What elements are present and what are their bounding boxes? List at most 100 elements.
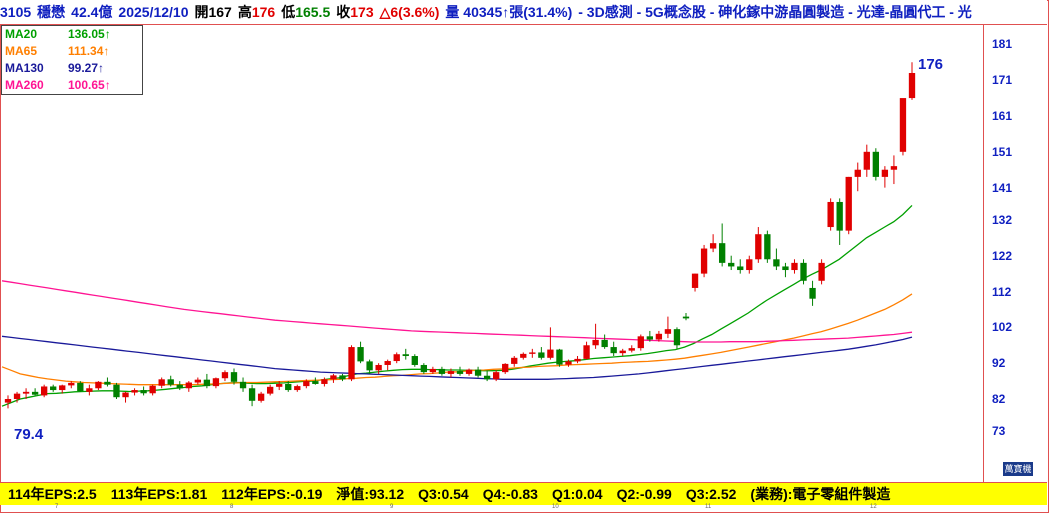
candle[interactable] [700, 244, 708, 278]
candle[interactable] [737, 259, 744, 274]
candle[interactable] [655, 330, 663, 342]
candle[interactable] [709, 234, 717, 253]
candle[interactable] [212, 377, 220, 389]
candle[interactable] [565, 359, 572, 367]
candle[interactable] [149, 384, 156, 396]
candle[interactable] [492, 370, 500, 382]
candle[interactable] [303, 379, 310, 389]
candle[interactable] [294, 384, 301, 392]
candle[interactable] [583, 341, 590, 360]
candle[interactable] [682, 313, 690, 321]
candle[interactable] [420, 363, 428, 374]
candle[interactable] [511, 356, 518, 367]
candle[interactable] [321, 377, 328, 387]
candle[interactable] [447, 368, 455, 378]
candle[interactable] [357, 341, 364, 364]
candle[interactable] [239, 377, 247, 392]
candle[interactable] [221, 370, 229, 382]
candle[interactable] [782, 262, 789, 278]
candle[interactable] [483, 370, 491, 382]
candle[interactable] [438, 366, 446, 376]
candle[interactable] [167, 375, 174, 387]
candle[interactable] [131, 388, 138, 396]
candle[interactable] [113, 382, 120, 400]
candle[interactable] [728, 255, 735, 271]
candle[interactable] [547, 327, 554, 360]
candle[interactable] [375, 363, 382, 374]
candle[interactable] [908, 62, 916, 100]
candle[interactable] [31, 388, 39, 396]
candle[interactable] [791, 259, 798, 274]
candle[interactable] [664, 316, 672, 339]
candle[interactable] [538, 347, 545, 360]
candle[interactable] [673, 327, 681, 349]
candle[interactable] [339, 373, 346, 382]
candle[interactable] [104, 377, 111, 387]
candle[interactable] [95, 381, 102, 391]
candle[interactable] [456, 366, 464, 376]
candle[interactable] [4, 395, 12, 409]
candle[interactable] [411, 354, 418, 367]
candle[interactable] [230, 368, 238, 385]
candlestick-chart[interactable] [0, 24, 983, 482]
candle[interactable] [556, 348, 563, 367]
candle[interactable] [158, 377, 165, 389]
candle[interactable] [348, 345, 355, 382]
candle[interactable] [285, 381, 292, 392]
candle[interactable] [384, 359, 391, 371]
candle[interactable] [628, 345, 635, 353]
candle[interactable] [637, 334, 644, 351]
candle[interactable] [764, 230, 771, 263]
candle[interactable] [899, 98, 907, 156]
candle[interactable] [610, 341, 617, 357]
candle[interactable] [800, 259, 807, 285]
candle[interactable] [845, 176, 852, 235]
candle[interactable] [50, 384, 57, 392]
stock-code[interactable]: 3105 [0, 4, 32, 20]
candle[interactable] [881, 166, 889, 188]
candle[interactable] [592, 323, 599, 349]
candle[interactable] [502, 363, 509, 374]
candle[interactable] [366, 359, 373, 374]
candle[interactable] [809, 280, 816, 306]
candle[interactable] [257, 391, 265, 403]
candle[interactable] [863, 144, 870, 177]
candle[interactable] [746, 255, 753, 274]
candle[interactable] [520, 352, 527, 360]
candle[interactable] [176, 381, 183, 391]
candle[interactable] [194, 377, 202, 385]
candle[interactable] [140, 386, 147, 396]
candle[interactable] [601, 334, 608, 349]
candle[interactable] [429, 366, 437, 374]
candle[interactable] [68, 381, 75, 389]
candle[interactable] [854, 162, 861, 192]
candle[interactable] [619, 348, 626, 357]
candle[interactable] [122, 391, 129, 403]
candle[interactable] [574, 356, 581, 364]
candle[interactable] [755, 227, 762, 263]
candle[interactable] [312, 377, 319, 385]
candle[interactable] [646, 330, 654, 342]
candle[interactable] [22, 388, 30, 400]
candle[interactable] [872, 148, 880, 181]
candle[interactable] [474, 366, 482, 378]
candle[interactable] [40, 384, 48, 398]
candle[interactable] [773, 248, 780, 271]
candle[interactable] [393, 352, 400, 364]
candle[interactable] [718, 223, 726, 267]
candle[interactable] [402, 348, 409, 360]
candle[interactable] [185, 381, 192, 392]
candle[interactable] [529, 348, 536, 358]
candle[interactable] [691, 273, 699, 292]
candle[interactable] [276, 381, 283, 391]
candle[interactable] [203, 373, 211, 389]
candle[interactable] [86, 384, 93, 396]
candle[interactable] [77, 381, 84, 392]
candle[interactable] [13, 391, 21, 403]
candle[interactable] [827, 198, 834, 231]
candle[interactable] [266, 384, 274, 396]
candle[interactable] [59, 384, 66, 394]
candle[interactable] [890, 155, 898, 185]
candle[interactable] [330, 373, 337, 383]
candle[interactable] [248, 384, 256, 407]
